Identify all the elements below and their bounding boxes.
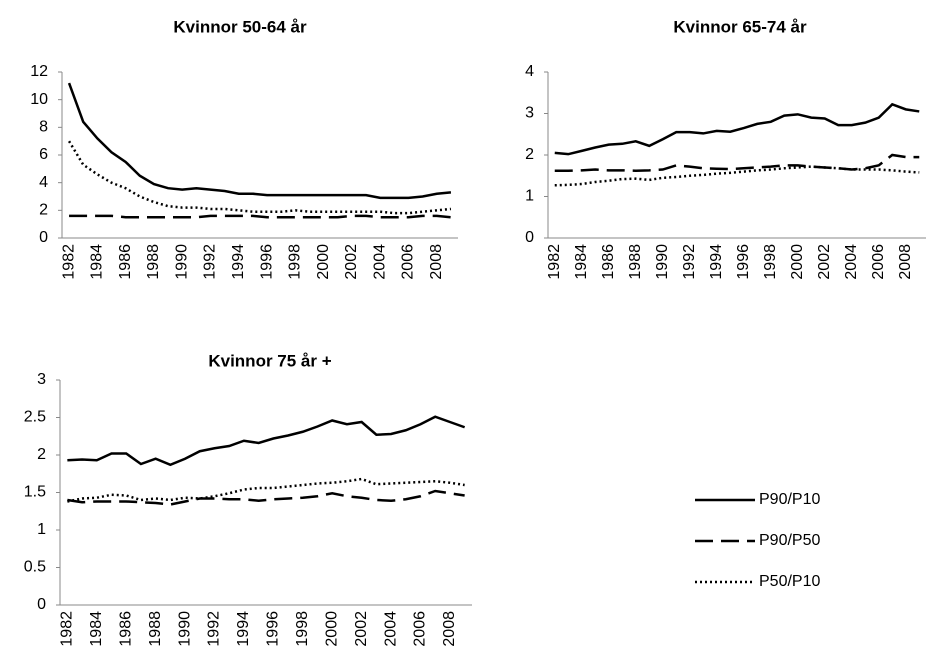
y-tick-label: 10	[30, 91, 48, 108]
x-tick-label: 2008	[897, 244, 914, 280]
x-tick-label: 2006	[870, 244, 887, 280]
legend-label: P90/P50	[759, 532, 820, 549]
y-tick-label: 0	[525, 229, 534, 246]
chart-title: Kvinnor 65-74 år	[673, 17, 807, 36]
x-tick-label: 1986	[117, 611, 134, 647]
x-tick-label: 1992	[681, 244, 698, 280]
x-tick-label: 1982	[546, 244, 563, 280]
series-line	[67, 140, 452, 215]
x-tick-label: 2002	[353, 611, 370, 647]
y-tick-label: 2.5	[24, 409, 46, 426]
x-tick-label: 2006	[400, 244, 417, 280]
x-tick-label: 1998	[294, 611, 311, 647]
x-tick-label: 1994	[235, 611, 252, 647]
x-tick-label: 1996	[265, 611, 282, 647]
x-tick-label: 1990	[654, 244, 671, 280]
x-tick-label: 1984	[89, 244, 106, 280]
x-tick-label: 1988	[147, 611, 164, 647]
x-tick-label: 2004	[371, 244, 388, 280]
series-line	[67, 477, 465, 503]
x-tick-label: 1992	[206, 611, 223, 647]
y-tick-label: 3	[525, 105, 534, 122]
y-tick-label: 4	[525, 63, 534, 80]
x-tick-label: 1984	[573, 244, 590, 280]
series-line	[67, 415, 466, 467]
x-tick-label: 2008	[441, 611, 458, 647]
x-tick-label: 1988	[627, 244, 644, 280]
x-tick-label: 1992	[202, 244, 219, 280]
x-tick-label: 1986	[117, 244, 134, 280]
x-tick-label: 1994	[708, 244, 725, 280]
series-line	[67, 489, 465, 506]
x-tick-label: 1982	[59, 611, 76, 647]
y-tick-label: 8	[39, 119, 48, 136]
series-line	[554, 165, 920, 187]
y-tick-label: 6	[39, 146, 48, 163]
series-line	[554, 102, 920, 156]
x-tick-label: 1982	[60, 244, 77, 280]
x-tick-label: 2006	[412, 611, 429, 647]
legend-label: P50/P10	[759, 573, 820, 590]
x-tick-label: 2000	[323, 611, 340, 647]
y-tick-label: 1.5	[24, 484, 46, 501]
series-line	[67, 82, 452, 200]
x-tick-label: 1996	[735, 244, 752, 280]
chart-title: Kvinnor 50-64 år	[173, 17, 307, 36]
x-tick-label: 1998	[287, 244, 304, 280]
x-tick-label: 2008	[428, 244, 445, 280]
x-tick-label: 2002	[816, 244, 833, 280]
y-tick-label: 0	[37, 596, 46, 613]
x-tick-label: 2000	[315, 244, 332, 280]
x-tick-label: 2002	[343, 244, 360, 280]
x-tick-label: 1990	[173, 244, 190, 280]
x-tick-label: 1990	[176, 611, 193, 647]
legend-label: P90/P10	[759, 491, 820, 508]
y-tick-label: 4	[39, 174, 48, 191]
y-tick-label: 12	[30, 63, 48, 80]
x-tick-label: 2004	[382, 611, 399, 647]
y-tick-label: 2	[37, 446, 46, 463]
y-tick-label: 2	[525, 146, 534, 163]
x-tick-label: 1994	[230, 244, 247, 280]
y-tick-label: 1	[525, 188, 534, 205]
y-tick-label: 1	[37, 521, 46, 538]
series-line	[69, 214, 452, 219]
x-tick-label: 1998	[762, 244, 779, 280]
x-tick-label: 1984	[88, 611, 105, 647]
x-tick-label: 2004	[843, 244, 860, 280]
chart-title: Kvinnor 75 år +	[208, 351, 331, 370]
y-tick-label: 2	[39, 202, 48, 219]
x-tick-label: 1996	[258, 244, 275, 280]
y-tick-label: 0	[39, 229, 48, 246]
y-tick-label: 0.5	[24, 559, 46, 576]
series-line	[554, 153, 920, 173]
x-tick-label: 1986	[600, 244, 617, 280]
x-tick-label: 1988	[145, 244, 162, 280]
x-tick-label: 2000	[789, 244, 806, 280]
y-tick-label: 3	[37, 371, 46, 388]
